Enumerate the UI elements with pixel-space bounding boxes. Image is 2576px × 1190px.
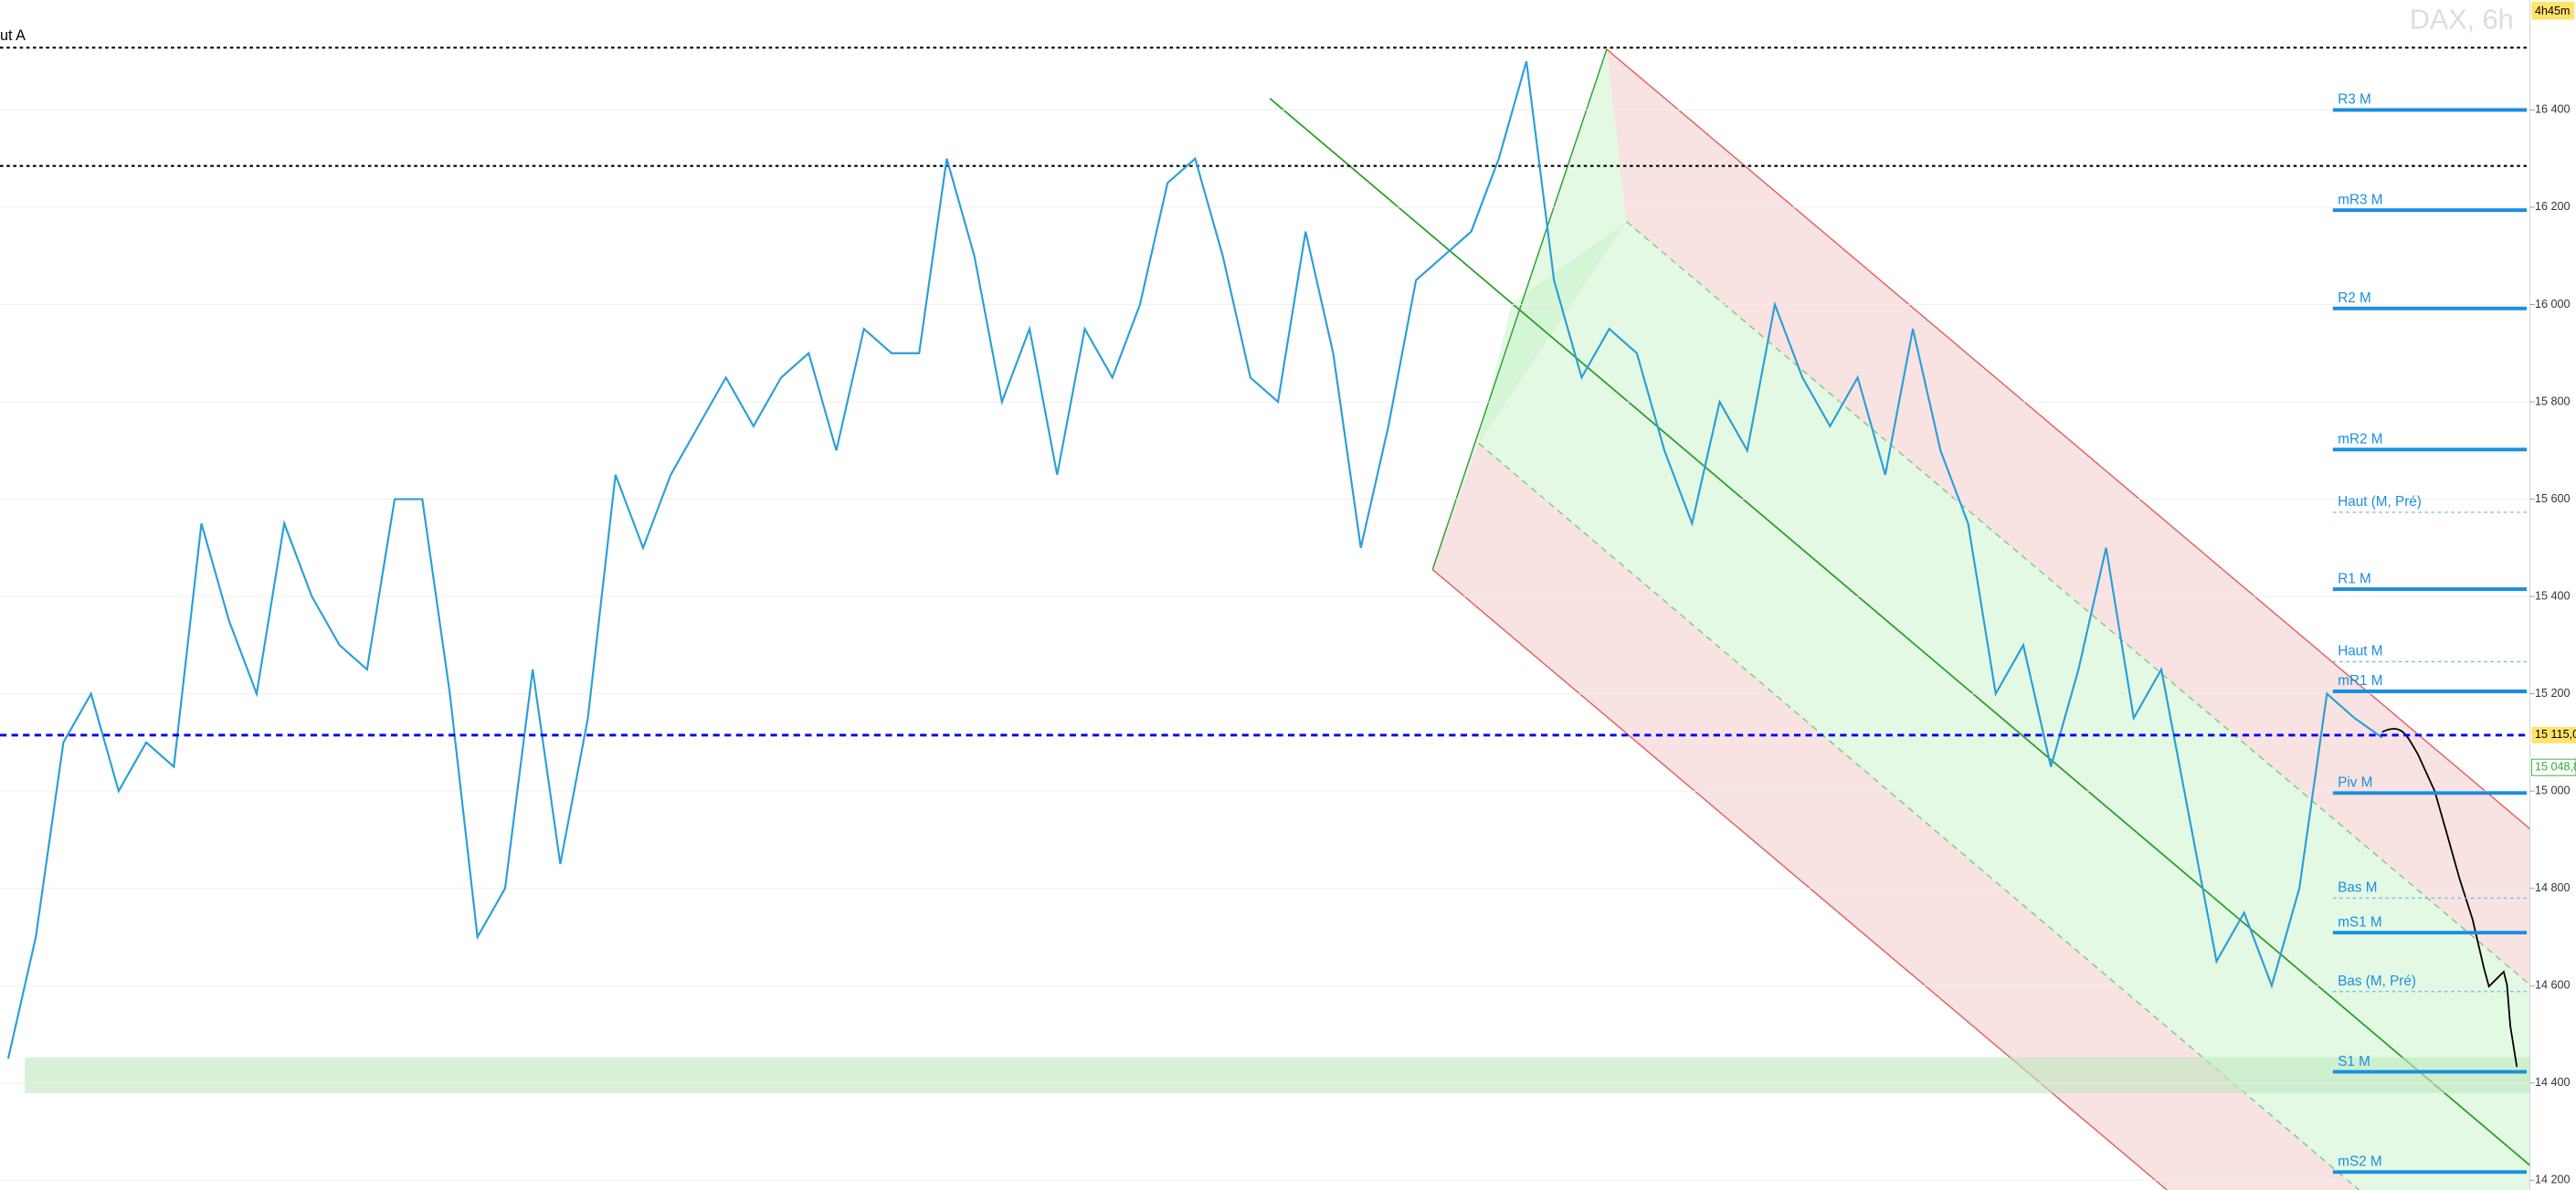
y-tick-label: 16 000 bbox=[2535, 298, 2570, 311]
channel-edge bbox=[1606, 48, 2531, 830]
y-tick-label: 16 400 bbox=[2535, 103, 2570, 116]
pivot-label: mR3 M bbox=[2338, 192, 2382, 207]
pivot-label: Bas (M, Pré) bbox=[2338, 974, 2416, 989]
price-line bbox=[6, 60, 2383, 1059]
y-tick-label: 14 400 bbox=[2535, 1076, 2570, 1089]
handle-line bbox=[1431, 48, 1608, 570]
y-tick-label: 15 200 bbox=[2535, 687, 2570, 700]
current-price-label: 15 115,0 bbox=[2535, 728, 2576, 741]
current-price-tag bbox=[2531, 726, 2576, 743]
channel-handle bbox=[1432, 48, 1627, 570]
channel-upper bbox=[1606, 48, 2530, 985]
pivot-label: Bas M bbox=[2338, 880, 2377, 896]
channel-lower bbox=[1432, 443, 2360, 1190]
other-price-tag bbox=[2530, 758, 2576, 776]
pivot-label: Haut (M, Pré) bbox=[2338, 494, 2422, 510]
pivot-label: R1 M bbox=[2338, 571, 2370, 586]
y-tick-label: 16 200 bbox=[2535, 200, 2570, 213]
annotation: ut A bbox=[0, 27, 26, 44]
channel-dashed bbox=[1626, 221, 2531, 985]
pivot-label: Haut M bbox=[2338, 644, 2382, 659]
support-zone bbox=[24, 1057, 2530, 1093]
timer: 4h45m bbox=[2535, 5, 2570, 17]
pivot-label: mS1 M bbox=[2338, 914, 2381, 930]
plot bbox=[0, 47, 2530, 1181]
pivot-label: Piv M bbox=[2338, 775, 2372, 791]
y-tick-label: 14 600 bbox=[2535, 979, 2570, 992]
channel-mid-lower bbox=[1478, 303, 2530, 1190]
pivot-label: mR1 M bbox=[2338, 673, 2382, 689]
chart-title: DAX, 6h bbox=[2410, 4, 2514, 35]
pivot-label: R3 M bbox=[2338, 92, 2370, 108]
median-line bbox=[1269, 98, 2531, 1166]
channel-dashed bbox=[1478, 442, 2360, 1190]
y-tick-label: 15 600 bbox=[2535, 492, 2570, 505]
pivot-label: R2 M bbox=[2338, 290, 2370, 306]
y-tick-label: 14 800 bbox=[2535, 881, 2570, 894]
pivot-label: mS2 M bbox=[2338, 1154, 2381, 1170]
other-price-label: 15 048,8 bbox=[2535, 761, 2576, 774]
timer-bg bbox=[2531, 1, 2575, 20]
forecast-path bbox=[2381, 728, 2518, 1068]
pivot-label: S1 M bbox=[2338, 1054, 2370, 1069]
pivot-label: mR2 M bbox=[2338, 431, 2382, 447]
y-tick-label: 15 400 bbox=[2535, 589, 2570, 602]
y-tick-label: 14 200 bbox=[2535, 1174, 2570, 1186]
y-tick-label: 15 800 bbox=[2535, 395, 2570, 407]
y-tick-label: 15 000 bbox=[2535, 785, 2570, 797]
